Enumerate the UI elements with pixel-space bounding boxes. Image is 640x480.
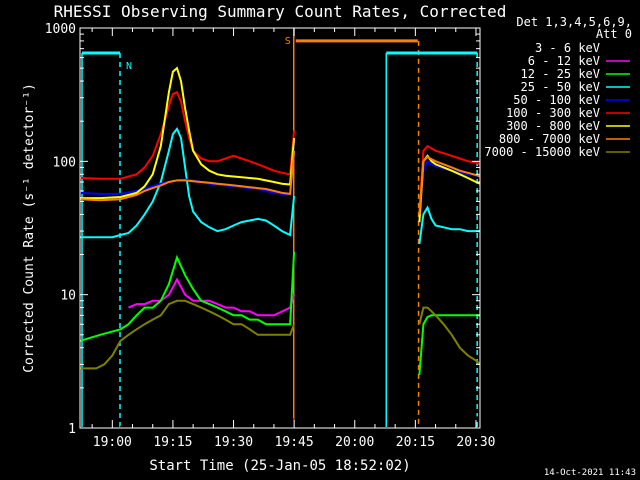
legend-label: 12 - 25 keV bbox=[521, 67, 600, 81]
legend-label: 25 - 50 keV bbox=[521, 80, 600, 94]
legend-label: 3 - 6 keV bbox=[535, 41, 600, 55]
x-tick-label: 19:00 bbox=[93, 435, 132, 450]
plot-area: SN bbox=[79, 28, 481, 429]
y-tick-label: 1 bbox=[68, 422, 76, 437]
plot-frame bbox=[79, 27, 481, 429]
annotation-label: S bbox=[285, 36, 291, 47]
legend-label: 7000 - 15000 keV bbox=[484, 145, 600, 159]
legend-subheader: Att 0 bbox=[596, 27, 632, 41]
series-line-1 bbox=[128, 277, 296, 317]
y-axis-label: Corrected Count Rate (s⁻¹ detector⁻¹) bbox=[22, 83, 37, 373]
x-axis-label: Start Time (25-Jan-05 18:52:02) bbox=[149, 458, 410, 474]
x-tick-label: 19:45 bbox=[275, 435, 314, 450]
y-tick-label: 100 bbox=[53, 155, 76, 170]
series-line-8 bbox=[80, 299, 481, 370]
series-line-3 bbox=[80, 126, 480, 245]
y-tick-label: 1000 bbox=[45, 22, 76, 37]
annotation-label: N bbox=[126, 61, 132, 72]
legend-label: 100 - 300 keV bbox=[506, 106, 600, 120]
axes: 19:00 19:15 19:30 19:45 20:00 20:15 20:30 1 10 10… bbox=[45, 22, 496, 450]
series-line-7 bbox=[79, 150, 481, 215]
series-line-2 bbox=[79, 251, 480, 375]
x-tick-label: 19:15 bbox=[153, 435, 192, 450]
legend-header: Det 1,3,4,5,6,9, bbox=[516, 15, 632, 29]
chart-title: RHESSI Observing Summary Count Rates, Co… bbox=[54, 2, 507, 21]
footer-timestamp: 14-Oct-2021 11:43 bbox=[544, 468, 636, 478]
legend-label: 6 - 12 keV bbox=[528, 54, 600, 68]
x-tick-label: 20:15 bbox=[396, 435, 435, 450]
y-tick-label: 10 bbox=[60, 289, 76, 304]
legend-label: 800 - 7000 keV bbox=[499, 132, 600, 146]
x-tick-label: 20:00 bbox=[335, 435, 374, 450]
x-tick-label: 20:30 bbox=[456, 435, 495, 450]
x-tick-label: 19:30 bbox=[214, 435, 253, 450]
legend-label: 50 - 100 keV bbox=[513, 93, 600, 107]
legend-label: 300 - 800 keV bbox=[506, 119, 600, 133]
